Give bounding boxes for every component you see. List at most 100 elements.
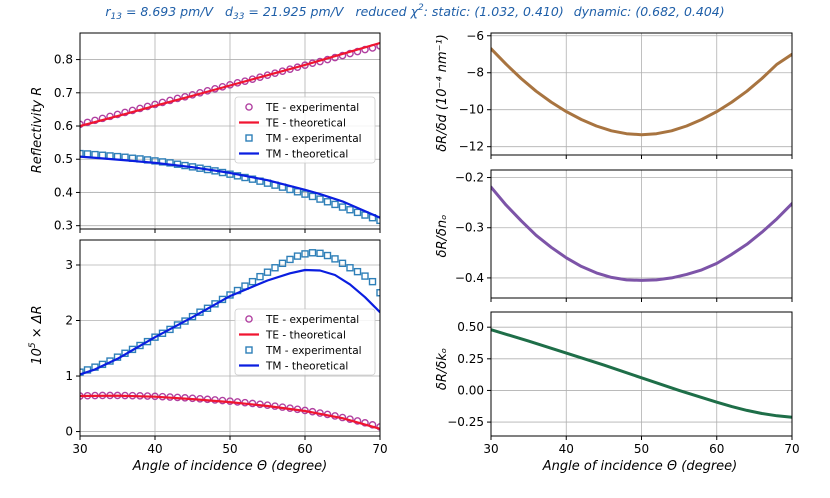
y-tick-label: 0.4 — [54, 185, 73, 199]
x-tick-label: 30 — [72, 442, 87, 456]
y-tick-label: −0.25 — [447, 415, 484, 429]
right-xlabel: Angle of incidence Θ (degree) — [542, 459, 738, 474]
legend-key-circle — [245, 103, 253, 111]
tm-exp-point — [181, 317, 189, 325]
x-tick-label: 60 — [709, 442, 724, 456]
tm-exp-point — [301, 250, 309, 258]
y-tick-label: −0.4 — [455, 271, 484, 285]
y-tick-label: −0.3 — [455, 221, 484, 235]
tm-exp-point — [361, 272, 369, 280]
y-tick-label: 0.7 — [54, 86, 73, 100]
te-theoretical-line — [80, 394, 380, 430]
legend-box — [234, 96, 376, 164]
y-tick-label: 3 — [65, 258, 73, 272]
tm-exp-point — [151, 333, 159, 341]
reflectivity-panel: 0.3 0.4 0.5 0.6 0.7 0.8 TE - experimental TE - … — [54, 32, 381, 233]
y-tick-label: 1 — [65, 369, 73, 383]
tm-exp-point — [376, 289, 380, 297]
y-tick-label: 2 — [65, 314, 73, 328]
tm-exp-point — [286, 255, 294, 264]
te-theoretical-line — [80, 41, 380, 128]
x-tick-label: 30 — [483, 442, 498, 456]
tm-exp-point — [316, 195, 324, 203]
tm-exp-point — [263, 268, 272, 276]
tm-exp-point — [158, 158, 167, 166]
header-text: r13 = 8.693 pm/V d33 = 21.925 pm/V reduced… — [105, 3, 724, 22]
-r-d-line — [491, 47, 792, 137]
dr-dko-panel: 30 40 50 60 70 −0.25 0.00 0.25 0.50 — [447, 311, 800, 456]
tm-exp-point — [323, 198, 332, 206]
dr-dd-panel: −12 −10 −8 −6 — [459, 29, 793, 159]
x-tick-label: 50 — [634, 442, 649, 456]
tm-exp-point — [173, 321, 182, 329]
tm-exp-point — [368, 277, 377, 286]
tm-exp-point — [346, 206, 354, 214]
x-tick-label: 70 — [784, 442, 799, 456]
tm-exp-point — [136, 341, 144, 350]
tm-exp-point — [278, 259, 287, 268]
x-tick-label: 60 — [297, 442, 312, 456]
tm-exp-point — [256, 272, 264, 281]
tm-exp-point — [331, 200, 339, 209]
tm-exp-point — [166, 159, 174, 167]
y-tick-label: 0.3 — [54, 219, 73, 233]
y-tick-label: 0.8 — [54, 53, 73, 67]
tm-exp-point — [376, 216, 380, 225]
legend-label: TM - experimental — [265, 133, 362, 145]
tm-exp-point — [316, 249, 324, 258]
tm-exp-point — [353, 208, 362, 217]
tm-exp-point — [338, 203, 347, 211]
y-tick-label: 0.50 — [457, 320, 484, 334]
tm-exp-point — [143, 337, 152, 346]
legend-label: TM - theoretical — [265, 361, 348, 373]
delta-r-ylabel: 105 × ΔR — [28, 305, 45, 364]
tm-exp-point — [338, 259, 347, 268]
y-tick-label: −0.2 — [455, 171, 484, 185]
dr-dko-ylabel: δR/δkₒ — [435, 348, 450, 390]
tm-exp-point — [308, 192, 317, 201]
tm-theoretical-line — [80, 268, 380, 376]
tm-exp-point — [166, 325, 174, 334]
tm-exp-point — [346, 264, 354, 272]
x-tick-label: 40 — [147, 442, 162, 456]
y-tick-label: −12 — [459, 140, 484, 154]
tm-exp-point — [271, 264, 279, 272]
y-tick-label: −8 — [466, 66, 484, 80]
tm-exp-point — [293, 252, 302, 260]
y-tick-label: 0.00 — [457, 383, 484, 397]
legend-label: TE - theoretical — [265, 330, 346, 342]
legend-key-circle — [245, 315, 253, 323]
y-tick-label: 0.6 — [54, 119, 73, 133]
x-tick-label: 70 — [372, 442, 387, 456]
-r-n--line — [491, 185, 792, 282]
legend-box — [234, 308, 376, 376]
tm-exp-point — [308, 249, 317, 257]
x-tick-label: 40 — [559, 442, 574, 456]
tm-exp-point — [80, 149, 84, 158]
delta-r-panel: 30 40 50 60 70 0 1 2 3 TE - experimental TE - theo… — [65, 239, 388, 456]
tm-exp-point — [248, 277, 257, 286]
legend-label: TM - experimental — [265, 345, 362, 357]
dr-dno-panel: −0.4 −0.3 −0.2 — [455, 169, 793, 302]
left-xlabel: Angle of incidence Θ (degree) — [132, 459, 328, 474]
legend-label: TE - experimental — [265, 102, 359, 114]
y-tick-label: −10 — [459, 103, 484, 117]
dr-dno-ylabel: δR/δnₒ — [435, 215, 450, 258]
legend-label: TE - experimental — [265, 314, 359, 326]
tm-exp-point — [80, 368, 84, 376]
y-tick-label: 0.25 — [457, 352, 484, 366]
reflectivity-ylabel: Reflectivity R — [30, 87, 45, 174]
tm-exp-point — [301, 190, 309, 198]
tm-exp-point — [331, 255, 339, 263]
legend-label: TE - theoretical — [265, 118, 346, 130]
tm-exp-point — [323, 251, 332, 260]
y-tick-label: 0 — [65, 425, 73, 439]
y-tick-label: −6 — [466, 29, 484, 43]
dr-dd-ylabel: δR/δd (10⁻⁴ nm⁻¹) — [435, 34, 450, 152]
tm-exp-point — [293, 188, 302, 196]
-r-k--line — [491, 328, 792, 419]
tm-theoretical-line — [80, 155, 380, 219]
y-tick-label: 0.5 — [54, 152, 73, 166]
legend-key-square — [245, 134, 253, 142]
